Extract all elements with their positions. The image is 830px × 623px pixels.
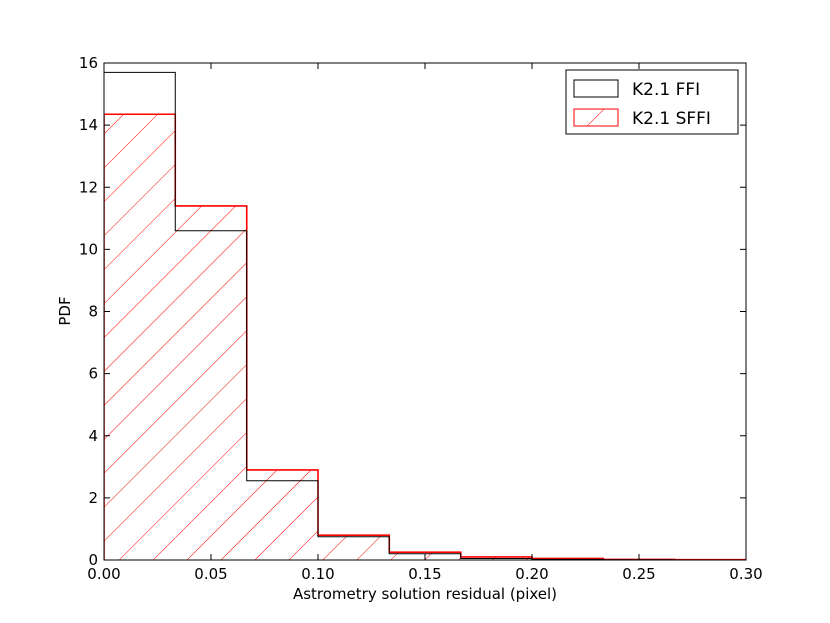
bar-sffi — [175, 205, 247, 560]
y-axis-label: PDF — [56, 296, 74, 325]
legend-label-ffi: K2.1 FFI — [632, 80, 700, 100]
bar-sffi — [104, 114, 176, 560]
y-tick-label: 4 — [88, 427, 98, 445]
series-sffi — [104, 113, 746, 560]
legend-label-sffi: K2.1 SFFI — [632, 109, 711, 129]
bar-sffi — [246, 469, 318, 560]
y-tick-label: 2 — [88, 489, 98, 507]
legend: K2.1 FFI K2.1 SFFI — [565, 69, 739, 135]
x-axis-label: Astrometry solution residual (pixel) — [293, 585, 557, 603]
x-tick-label: 0.10 — [301, 565, 334, 583]
legend-swatch-ffi — [573, 79, 619, 98]
y-tick-label: 14 — [79, 116, 98, 134]
y-tick-label: 8 — [88, 303, 98, 321]
bar-sffi — [318, 535, 390, 560]
plot-area: 0.00 0.05 0.10 0.15 0.20 0.25 0.30 0 2 4 6 8 10 12 14 1… — [79, 54, 763, 583]
legend-swatch-sffi — [573, 108, 619, 127]
y-tick-label: 12 — [79, 178, 98, 196]
x-tick-label: 0.05 — [194, 565, 227, 583]
y-tick-label: 10 — [79, 240, 98, 258]
x-tick-label: 0.30 — [729, 565, 762, 583]
x-tick-label: 0.20 — [515, 565, 548, 583]
legend-entry-sffi: K2.1 SFFI — [573, 108, 711, 129]
x-tick-label: 0.15 — [408, 565, 441, 583]
legend-entry-ffi: K2.1 FFI — [573, 79, 700, 100]
y-tick-label: 0 — [88, 551, 98, 569]
y-tick-label: 16 — [79, 54, 98, 72]
x-tick-label: 0.00 — [87, 565, 120, 583]
x-tick-label: 0.25 — [622, 565, 655, 583]
y-tick-label: 6 — [88, 365, 98, 383]
